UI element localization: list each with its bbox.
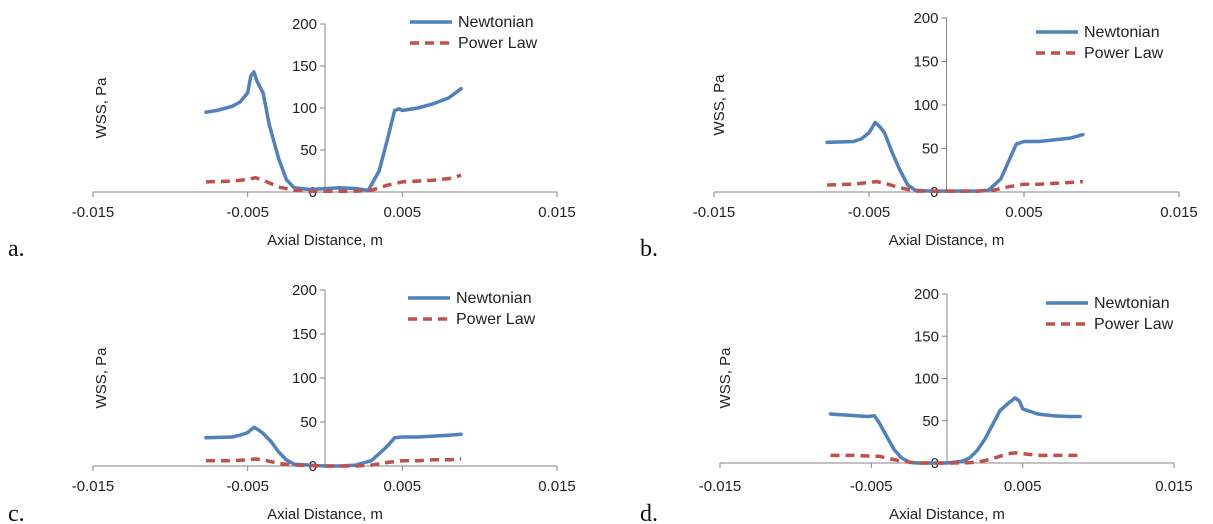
series-line-newtonian bbox=[204, 70, 463, 193]
x-tick-label: -0.015 bbox=[72, 478, 115, 495]
series-line-power-law bbox=[827, 179, 1084, 193]
y-tick-label: 50 bbox=[922, 141, 939, 158]
legend-label: Newtonian bbox=[1084, 24, 1160, 41]
x-tick-label: -0.005 bbox=[226, 204, 269, 221]
y-axis-title: WSS, Pa bbox=[717, 347, 734, 409]
panel-label: c. bbox=[8, 501, 25, 524]
x-tick-label: 0.015 bbox=[538, 204, 576, 221]
series-line-power-law bbox=[205, 457, 462, 468]
y-tick-label: 100 bbox=[914, 371, 939, 388]
x-tick-label: -0.005 bbox=[850, 478, 893, 495]
chart-panel-c: -0.015 -0.005 0.005 0.015050100150200Axial … bbox=[8, 282, 576, 524]
x-axis-title: Axial Distance, m bbox=[889, 506, 1005, 523]
x-tick-label: 0.005 bbox=[1004, 478, 1042, 495]
legend-label: Newtonian bbox=[1094, 295, 1170, 312]
y-tick-label: 100 bbox=[292, 370, 317, 387]
panel-label: a. bbox=[8, 236, 25, 262]
x-axis-title: Axial Distance, m bbox=[889, 232, 1005, 249]
series-line-power-law bbox=[205, 173, 462, 193]
legend-label: Power Law bbox=[1084, 45, 1164, 62]
x-tick-label: -0.005 bbox=[848, 204, 891, 221]
y-tick-label: 50 bbox=[922, 413, 939, 430]
y-tick-label: 100 bbox=[913, 97, 938, 114]
legend: Newtonian Power Law bbox=[408, 290, 536, 328]
y-tick-label: 150 bbox=[292, 326, 317, 343]
legend-label: Power Law bbox=[1094, 316, 1174, 333]
chart-panel-b: -0.015 -0.005 0.005 0.015050100150200Axial … bbox=[640, 10, 1198, 262]
y-tick-label: 100 bbox=[292, 100, 317, 117]
chart-panel-d: -0.015 -0.005 0.005 0.015050100150200Axial … bbox=[640, 286, 1193, 524]
x-tick-label: 0.015 bbox=[538, 478, 576, 495]
legend: Newtonian Power Law bbox=[1046, 295, 1174, 333]
series-line-newtonian bbox=[825, 120, 1085, 193]
legend-label: Newtonian bbox=[458, 14, 534, 31]
panel-label: d. bbox=[640, 501, 658, 524]
y-tick-label: 150 bbox=[914, 328, 939, 345]
panel-label: b. bbox=[640, 236, 658, 262]
x-axis-title: Axial Distance, m bbox=[267, 506, 383, 523]
series-line-power-law bbox=[830, 451, 1081, 465]
x-tick-label: -0.005 bbox=[226, 478, 269, 495]
x-tick-label: -0.015 bbox=[699, 478, 742, 495]
x-tick-label: -0.015 bbox=[72, 204, 115, 221]
y-tick-label: 200 bbox=[292, 282, 317, 299]
legend-label: Power Law bbox=[456, 311, 536, 328]
legend-label: Newtonian bbox=[456, 290, 532, 307]
y-tick-label: 200 bbox=[913, 10, 938, 27]
series-line-newtonian bbox=[828, 396, 1082, 465]
y-tick-label: 150 bbox=[913, 54, 938, 71]
x-tick-label: 0.015 bbox=[1155, 478, 1193, 495]
y-tick-label: 200 bbox=[914, 286, 939, 303]
x-tick-label: -0.015 bbox=[693, 204, 736, 221]
y-tick-label: 50 bbox=[300, 142, 317, 159]
chart-panel-a: -0.015 -0.005 0.005 0.015050100150200Axial … bbox=[8, 14, 576, 262]
y-axis-title: WSS, Pa bbox=[93, 77, 110, 139]
x-tick-label: 0.005 bbox=[384, 478, 422, 495]
legend: Newtonian Power Law bbox=[410, 14, 538, 52]
y-tick-label: 150 bbox=[292, 58, 317, 75]
legend: Newtonian Power Law bbox=[1036, 24, 1164, 62]
x-tick-label: 0.005 bbox=[1005, 204, 1043, 221]
x-tick-label: 0.015 bbox=[1160, 204, 1198, 221]
x-axis-title: Axial Distance, m bbox=[267, 232, 383, 249]
y-axis-title: WSS, Pa bbox=[711, 74, 728, 136]
y-tick-label: 50 bbox=[300, 414, 317, 431]
y-tick-label: 200 bbox=[292, 16, 317, 33]
legend-label: Power Law bbox=[458, 35, 538, 52]
y-axis-title: WSS, Pa bbox=[93, 347, 110, 409]
x-tick-label: 0.005 bbox=[384, 204, 422, 221]
